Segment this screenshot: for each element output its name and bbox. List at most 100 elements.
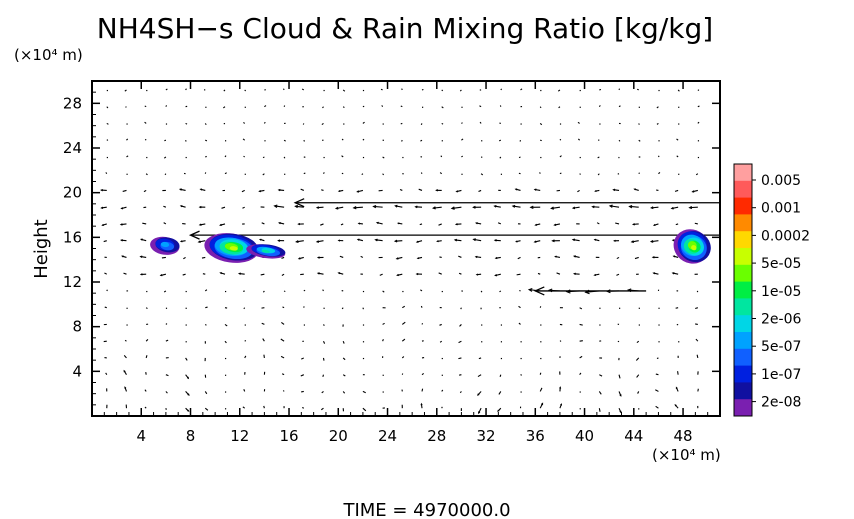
wind-vector-head bbox=[258, 190, 262, 193]
wind-vector-head bbox=[414, 205, 418, 209]
wind-vector-head bbox=[550, 206, 554, 210]
wind-vector bbox=[695, 338, 699, 342]
wind-vector-head bbox=[179, 205, 183, 208]
wind-vector bbox=[126, 307, 128, 309]
wind-vector bbox=[373, 205, 383, 208]
wind-vector bbox=[520, 374, 523, 376]
wind-vector bbox=[617, 340, 620, 343]
wind-vector bbox=[473, 238, 482, 242]
wind-vector-head bbox=[415, 272, 419, 276]
wind-vector bbox=[638, 123, 640, 125]
wind-vector bbox=[244, 324, 246, 326]
wind-vector bbox=[638, 139, 641, 142]
wind-vector-head bbox=[475, 222, 478, 225]
wind-vector bbox=[697, 388, 699, 392]
wind-vector bbox=[223, 106, 226, 109]
wind-vector bbox=[539, 387, 543, 392]
wind-vector-head bbox=[123, 369, 126, 373]
wind-vector bbox=[458, 272, 462, 275]
colorbar: 0.005 0.001 0.0002 5e-05 1e-05 2e-06 5e-07 1e-0… bbox=[733, 163, 810, 417]
wind-vector bbox=[165, 391, 168, 394]
wind-vector bbox=[656, 357, 659, 360]
wind-vector bbox=[283, 139, 286, 142]
wind-vector-head bbox=[297, 257, 301, 260]
wind-vector bbox=[204, 289, 208, 292]
wind-vector bbox=[126, 123, 128, 125]
wind-vector bbox=[599, 324, 601, 326]
wind-vector bbox=[382, 290, 385, 293]
wind-vector bbox=[615, 222, 620, 225]
wind-vector bbox=[361, 173, 364, 176]
wind-vector bbox=[480, 290, 483, 293]
wind-vector bbox=[321, 189, 324, 191]
wind-vector bbox=[242, 206, 245, 209]
wind-vector bbox=[165, 88, 168, 91]
wind-vector bbox=[104, 306, 107, 309]
wind-vector-head bbox=[475, 273, 479, 276]
wind-vector bbox=[320, 223, 324, 226]
wind-vector-head bbox=[591, 205, 595, 209]
wind-vector-head bbox=[120, 239, 123, 242]
wind-vector-head bbox=[420, 402, 423, 406]
wind-vector bbox=[577, 189, 580, 193]
wind-vector bbox=[221, 206, 226, 209]
wind-vector-head bbox=[187, 409, 190, 412]
wind-vector bbox=[597, 173, 600, 176]
wind-vector-head bbox=[674, 403, 677, 407]
wind-vector bbox=[362, 138, 365, 141]
wind-vector bbox=[382, 123, 384, 125]
wind-vector bbox=[556, 272, 561, 275]
wind-vector bbox=[678, 173, 680, 175]
wind-vector bbox=[281, 321, 285, 325]
wind-vector bbox=[697, 140, 700, 142]
wind-vector bbox=[499, 374, 502, 378]
wind-vector bbox=[441, 389, 444, 392]
wind-vector bbox=[224, 155, 227, 158]
wind-vector bbox=[540, 324, 542, 326]
wind-vector-head bbox=[415, 240, 419, 243]
wind-vector bbox=[634, 256, 639, 260]
wind-vector-head bbox=[534, 223, 538, 226]
wind-vector-head bbox=[650, 206, 654, 210]
wind-vector bbox=[598, 105, 601, 108]
wind-vector-head bbox=[514, 188, 518, 191]
wind-vector bbox=[438, 272, 442, 275]
wind-vector bbox=[401, 338, 406, 342]
wind-vector-head bbox=[295, 240, 299, 244]
colorbar-swatch bbox=[734, 164, 752, 182]
wind-vector-head bbox=[237, 272, 241, 275]
wind-vector bbox=[126, 138, 129, 141]
wind-vector bbox=[362, 290, 365, 293]
wind-vector bbox=[658, 172, 661, 175]
wind-vector bbox=[579, 323, 583, 326]
wind-vector bbox=[459, 391, 462, 394]
wind-vector bbox=[185, 139, 187, 142]
wind-vector bbox=[618, 105, 621, 108]
wind-vector-head bbox=[337, 272, 341, 275]
wind-vector bbox=[165, 323, 168, 325]
wind-vector bbox=[261, 322, 265, 325]
wind-vector-head bbox=[560, 403, 563, 406]
wind-vector bbox=[579, 307, 583, 310]
wind-vector-head bbox=[139, 238, 143, 241]
wind-vector bbox=[144, 121, 147, 124]
cloud-contour bbox=[261, 249, 270, 253]
wind-vector-head bbox=[613, 239, 616, 242]
wind-vector bbox=[146, 156, 148, 159]
wind-vector bbox=[441, 290, 443, 293]
wind-vector bbox=[420, 172, 423, 174]
x-tick-label: 40 bbox=[575, 427, 594, 445]
wind-vector bbox=[280, 355, 285, 359]
wind-vector bbox=[185, 307, 187, 309]
cloud-contour bbox=[691, 245, 697, 251]
wind-vector bbox=[201, 256, 206, 259]
wind-vector bbox=[342, 374, 346, 377]
wind-vector-head bbox=[139, 255, 143, 258]
wind-vector-head bbox=[337, 189, 341, 193]
wind-vector-head bbox=[432, 206, 436, 210]
wind-vector bbox=[341, 138, 344, 141]
wind-vector bbox=[300, 188, 305, 191]
wind-vector bbox=[323, 156, 325, 159]
wind-vector-head bbox=[671, 239, 675, 242]
wind-vector bbox=[657, 155, 660, 158]
